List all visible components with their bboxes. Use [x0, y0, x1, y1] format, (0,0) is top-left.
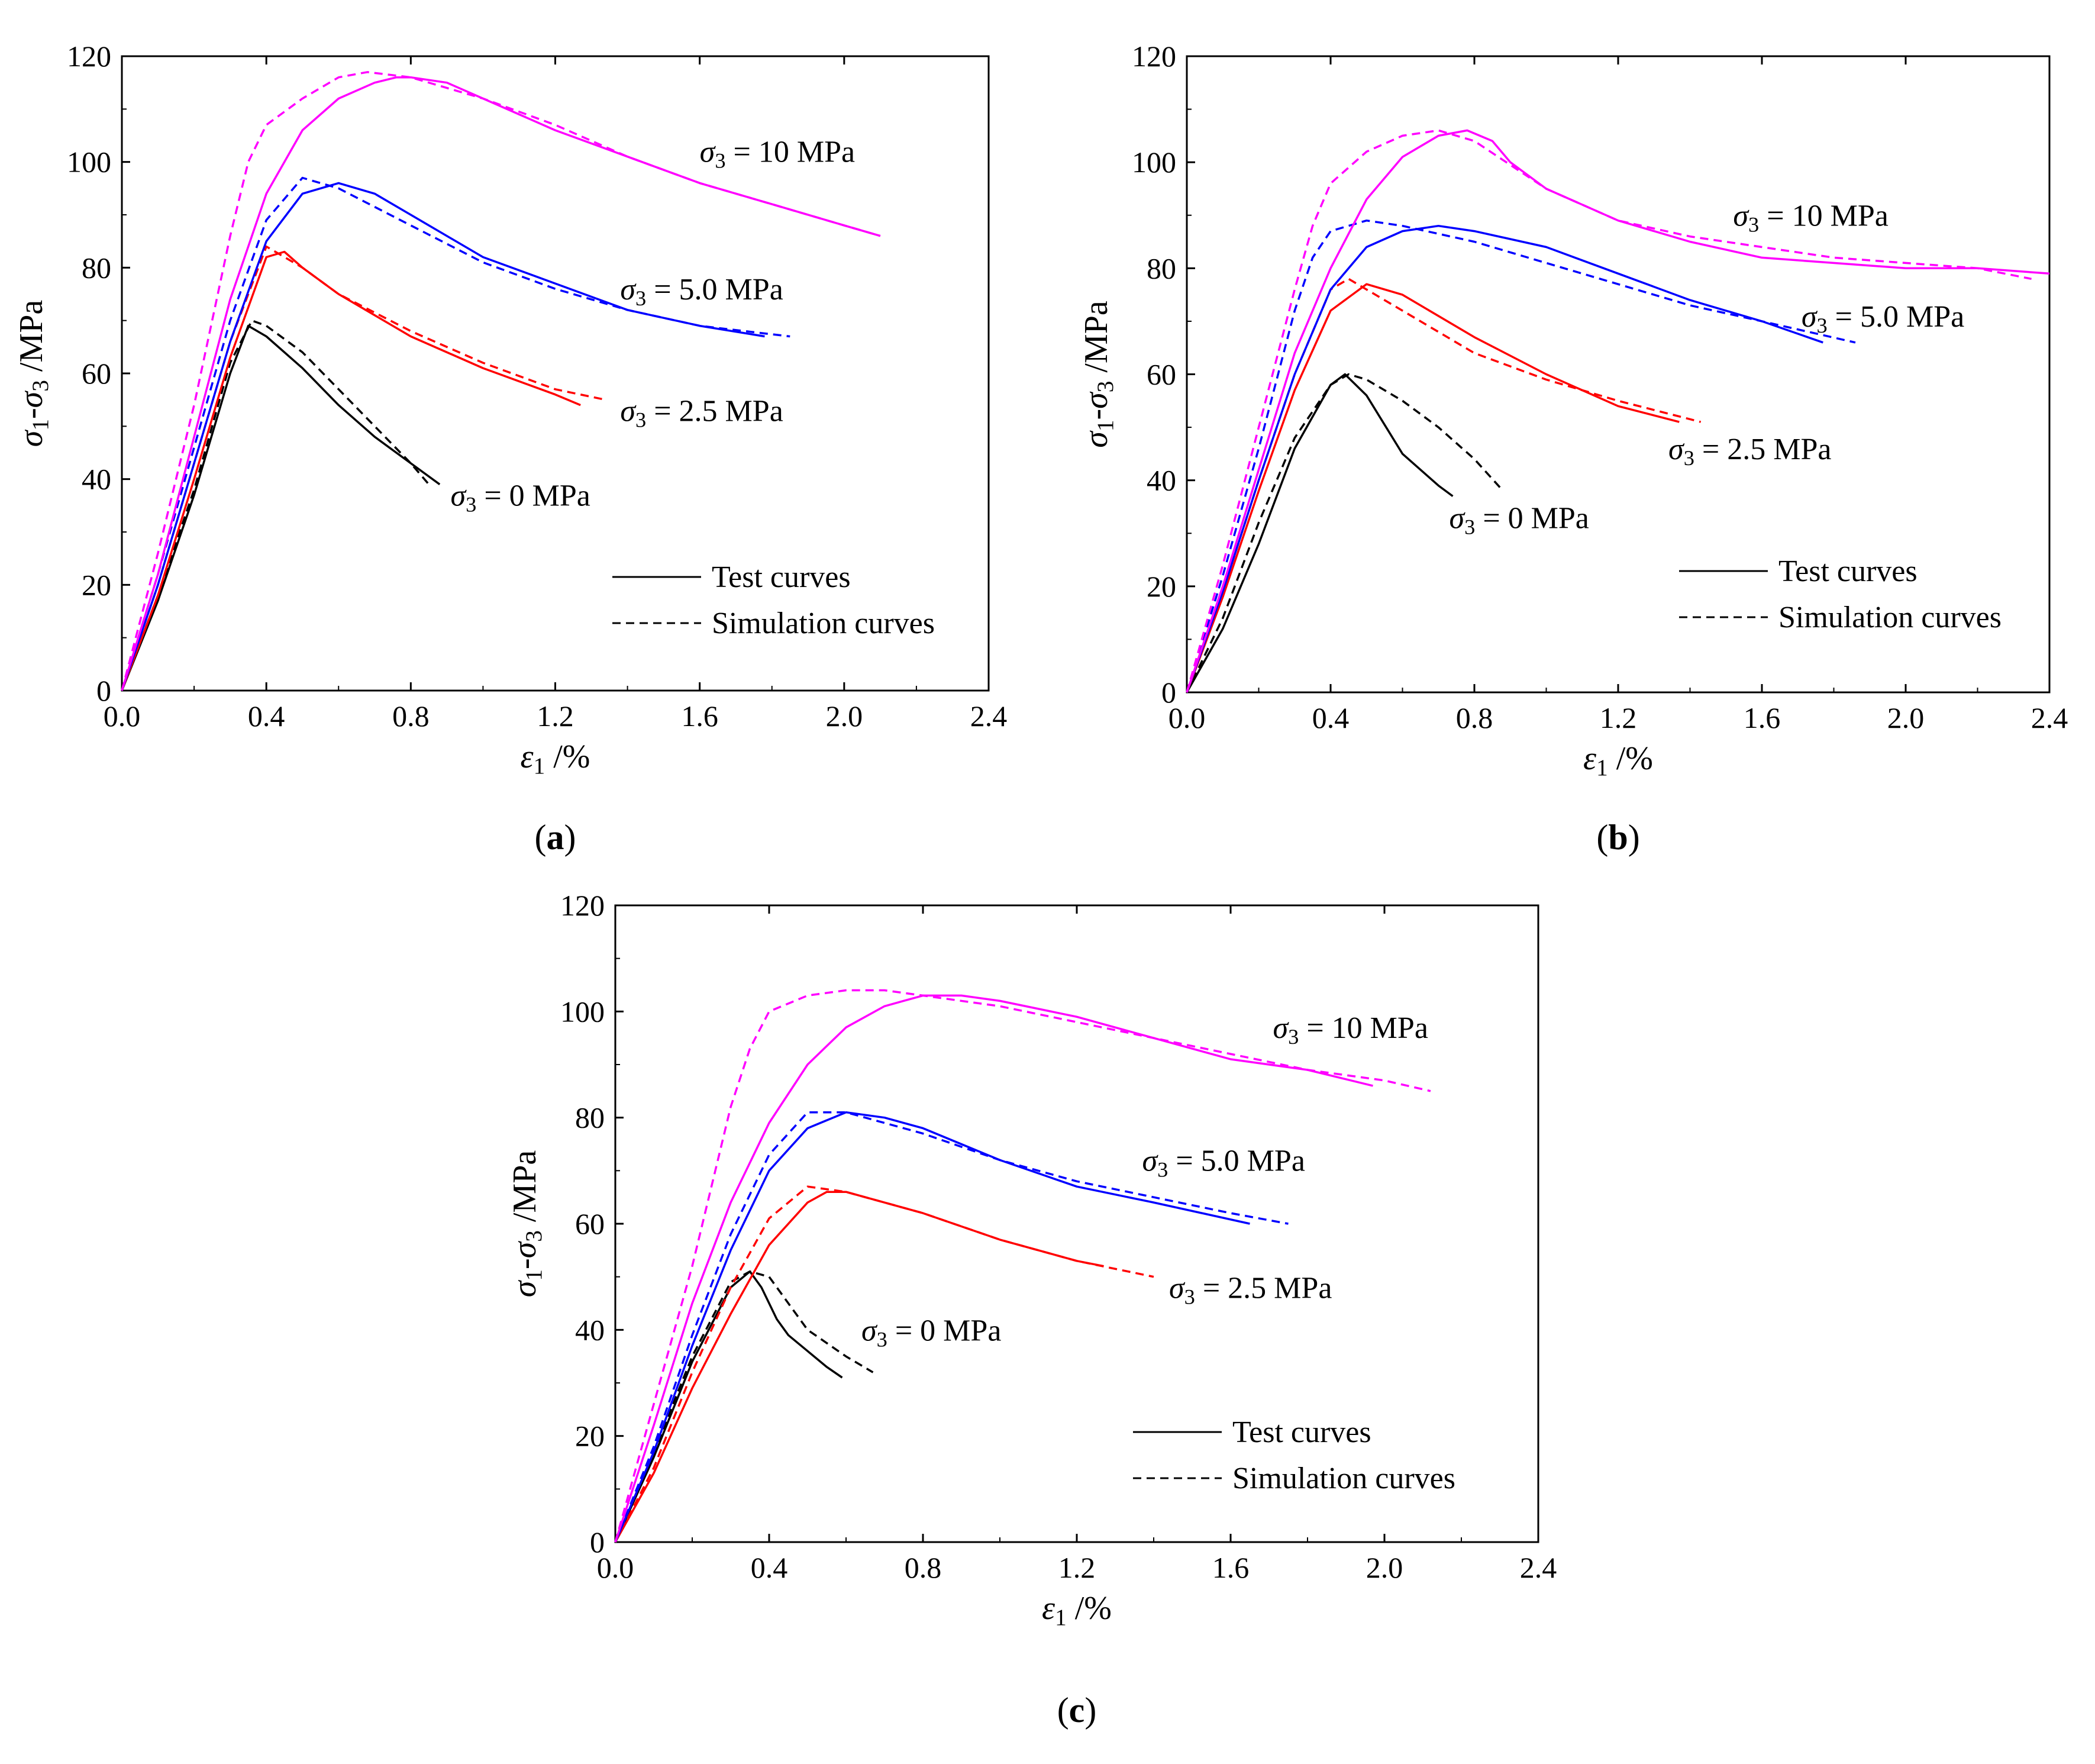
y-tick-label: 20 [575, 1420, 605, 1453]
x-tick-label: 1.6 [1744, 701, 1781, 734]
x-tick-label: 0.4 [248, 699, 285, 733]
x-tick-label: 2.0 [826, 699, 863, 733]
x-tick-label: 0.0 [104, 699, 141, 733]
legend-label-simulation: Simulation curves [1778, 601, 2002, 634]
y-tick-label: 40 [575, 1313, 605, 1346]
series-line-test [614, 1111, 1250, 1543]
y-tick-label: 60 [1147, 358, 1176, 391]
chart-panel-a: 0.0 0.4 0.8 1.2 1.6 2.0 2.4 0 20 40 60 80 100 120 ε1 /… [13, 40, 1008, 857]
x-tick-label: 1.2 [537, 699, 574, 733]
series-line-test [614, 1191, 1104, 1543]
series-annotation: σ3 = 10 MPa [700, 136, 855, 173]
series-line-simulation [1186, 278, 1702, 693]
series-line-simulation [121, 71, 881, 691]
y-tick-label: 120 [1132, 40, 1176, 73]
series-line-simulation [614, 1185, 1154, 1543]
series-line-simulation [1186, 219, 1856, 693]
y-tick-label: 40 [82, 463, 111, 496]
chart-panel-c: 0.0 0.4 0.8 1.2 1.6 2.0 2.4 0 20 40 60 80 100 120 ε1 /… [506, 889, 1557, 1730]
series-annotation: σ3 = 2.5 MPa [1668, 433, 1831, 470]
x-axis-title: ε1 /% [521, 739, 590, 779]
series-line-test [1186, 224, 1823, 693]
panel-label: (c) [1057, 1691, 1097, 1730]
series-line-test [121, 250, 581, 691]
y-tick-label: 0 [1161, 676, 1176, 709]
x-tick-label: 1.6 [1212, 1551, 1250, 1584]
y-tick-label: 80 [575, 1101, 605, 1134]
y-axis-title: σ1-σ3 /MPa [13, 300, 53, 447]
x-axis-title: ε1 /% [1042, 1590, 1112, 1630]
legend-label-simulation: Simulation curves [712, 607, 935, 640]
x-tick-label: 0.8 [1456, 701, 1493, 734]
series-line-test [121, 182, 765, 691]
plot-frame [121, 55, 990, 692]
series-annotation: σ3 = 0 MPa [1449, 501, 1589, 538]
y-tick-label: 80 [1147, 251, 1176, 285]
legend-label-test: Test curves [1778, 554, 1918, 588]
y-tick-label: 120 [67, 40, 111, 73]
y-axis-title: σ1-σ3 /MPa [1078, 301, 1118, 448]
series-line-simulation [1186, 129, 2032, 693]
x-tick-label: 1.2 [1600, 701, 1637, 734]
plot-frame [614, 904, 1539, 1543]
legend-label-test: Test curves [712, 560, 851, 594]
series-line-simulation [614, 989, 1431, 1543]
x-tick-label: 1.6 [681, 699, 718, 733]
series-line-test [121, 76, 881, 691]
series-annotation: σ3 = 2.5 MPa [620, 394, 783, 431]
y-tick-label: 20 [1147, 570, 1176, 603]
series-annotation: σ3 = 2.5 MPa [1169, 1272, 1332, 1309]
series-annotation: σ3 = 0 MPa [450, 479, 590, 516]
plot-frame [1186, 55, 2051, 694]
chart-panel-b: 0.0 0.4 0.8 1.2 1.6 2.0 2.4 0 20 40 60 80 100 120 ε1 /… [1078, 40, 2068, 857]
y-tick-label: 100 [1132, 146, 1176, 179]
x-tick-label: 2.4 [970, 699, 1008, 733]
x-tick-label: 1.2 [1058, 1551, 1096, 1584]
series-annotation: σ3 = 10 MPa [1273, 1011, 1428, 1049]
y-tick-label: 40 [1147, 464, 1176, 497]
panel-label: (a) [535, 818, 576, 857]
y-tick-label: 0 [590, 1526, 605, 1559]
y-tick-label: 100 [560, 995, 605, 1028]
series-annotation: σ3 = 10 MPa [1733, 199, 1888, 237]
x-tick-label: 0.4 [1312, 701, 1350, 734]
y-tick-label: 60 [575, 1207, 605, 1240]
y-tick-label: 80 [82, 251, 111, 284]
series-line-test [121, 324, 441, 691]
series-line-test [1186, 373, 1454, 693]
x-tick-label: 2.4 [2031, 701, 2068, 734]
series-line-simulation [614, 1111, 1289, 1543]
series-line-test [1186, 129, 2050, 693]
y-tick-label: 0 [96, 674, 111, 707]
x-tick-label: 0.8 [905, 1551, 942, 1584]
series-annotation: σ3 = 5.0 MPa [1802, 300, 1964, 337]
series-annotation: σ3 = 0 MPa [861, 1314, 1001, 1351]
series-line-simulation [121, 319, 430, 691]
y-tick-label: 20 [82, 568, 111, 601]
y-tick-label: 100 [67, 146, 111, 179]
x-tick-label: 2.4 [1520, 1551, 1557, 1584]
y-tick-label: 60 [82, 357, 111, 390]
legend-label-simulation: Simulation curves [1232, 1462, 1455, 1495]
legend-label-test: Test curves [1232, 1415, 1371, 1449]
x-tick-label: 0.4 [751, 1551, 788, 1584]
series-line-simulation [121, 176, 790, 691]
y-tick-label: 120 [560, 889, 605, 922]
x-tick-label: 0.0 [1168, 701, 1206, 734]
series-line-test [614, 994, 1373, 1543]
x-tick-label: 2.0 [1887, 701, 1925, 734]
series-annotation: σ3 = 5.0 MPa [1142, 1144, 1305, 1181]
series-line-test [1186, 283, 1680, 693]
series-annotation: σ3 = 5.0 MPa [620, 273, 783, 310]
series-line-test [614, 1270, 843, 1543]
x-tick-label: 0.8 [392, 699, 430, 733]
x-axis-title: ε1 /% [1583, 740, 1653, 781]
series-line-simulation [614, 1270, 874, 1543]
y-axis-title: σ1-σ3 /MPa [506, 1150, 547, 1298]
series-line-simulation [121, 245, 606, 691]
series-line-simulation [1186, 373, 1504, 693]
panel-label: (b) [1596, 818, 1639, 857]
x-tick-label: 2.0 [1366, 1551, 1403, 1584]
x-tick-label: 0.0 [597, 1551, 634, 1584]
